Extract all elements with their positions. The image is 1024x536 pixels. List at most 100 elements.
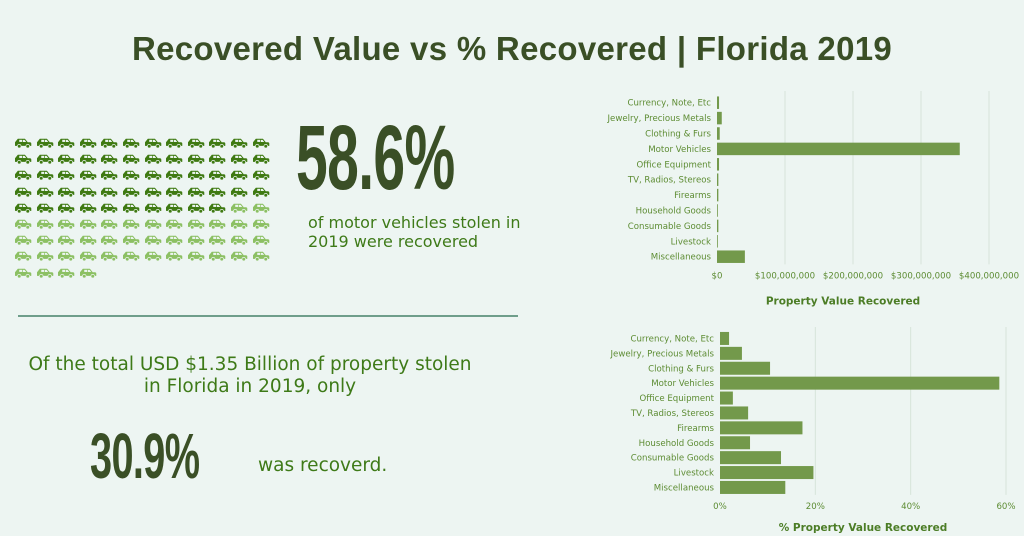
car-icon bbox=[144, 187, 161, 197]
car-icon bbox=[36, 154, 53, 165]
car-icon bbox=[15, 138, 32, 149]
category-label: Consumable Goods bbox=[628, 222, 712, 232]
category-label: Livestock bbox=[671, 237, 711, 247]
car-icon bbox=[58, 235, 75, 246]
bar bbox=[717, 111, 722, 125]
car-icon bbox=[101, 252, 118, 262]
section-divider bbox=[18, 315, 518, 317]
x-tick-label: $300,000,000 bbox=[891, 271, 951, 281]
car-icon bbox=[101, 171, 118, 181]
value-recovered-chart: $0 $100,000,000 $200,000,000 $300,000,000 $4… bbox=[607, 91, 1019, 307]
car-icon bbox=[36, 203, 53, 214]
car-icon bbox=[209, 171, 226, 181]
car-icon bbox=[58, 219, 75, 230]
car-icon bbox=[79, 187, 97, 197]
car-icon bbox=[230, 252, 248, 262]
car-icon bbox=[79, 171, 97, 181]
x-tick-label: $0 bbox=[712, 271, 723, 281]
car-icon bbox=[79, 252, 97, 262]
category-label: Motor Vehicles bbox=[648, 145, 711, 155]
car-icon bbox=[252, 154, 269, 165]
car-icon bbox=[15, 171, 32, 181]
car-icon bbox=[144, 219, 161, 230]
car-icon bbox=[230, 203, 248, 214]
car-icon bbox=[252, 203, 269, 214]
car-icon bbox=[166, 171, 183, 181]
percent-recovered-chart: 0% 20% 40% 60% Currency, Note, Etc Jewelry, P… bbox=[610, 327, 1016, 534]
bar bbox=[720, 421, 803, 435]
category-label: Office Equipment bbox=[637, 160, 712, 170]
car-icon bbox=[36, 138, 53, 149]
category-label: TV, Radios, Stereos bbox=[630, 409, 715, 419]
x-tick-label: 40% bbox=[901, 502, 920, 512]
bar bbox=[717, 204, 718, 217]
category-label: TV, Radios, Stereos bbox=[627, 176, 712, 186]
x-tick-label: 60% bbox=[996, 502, 1015, 512]
car-icon bbox=[36, 252, 53, 262]
car-icon bbox=[166, 154, 183, 165]
car-icon bbox=[79, 138, 97, 149]
car-icon bbox=[252, 219, 269, 230]
bar bbox=[717, 173, 719, 186]
total-stolen-text: Of the total USD $1.35 Billion of proper… bbox=[28, 354, 472, 397]
car-icon bbox=[252, 252, 269, 262]
car-icon bbox=[79, 219, 97, 230]
car-icon bbox=[209, 138, 226, 149]
car-icon bbox=[122, 235, 140, 246]
bar bbox=[720, 376, 1000, 390]
car-icon bbox=[187, 203, 205, 214]
car-icon bbox=[209, 219, 226, 230]
car-icon bbox=[58, 187, 75, 197]
car-icon bbox=[79, 203, 97, 214]
car-icon bbox=[187, 171, 205, 181]
car-icon bbox=[101, 203, 118, 214]
x-tick-label: $200,000,000 bbox=[823, 271, 883, 281]
bar bbox=[720, 436, 751, 450]
car-icon bbox=[230, 235, 248, 246]
category-label: Jewelry, Precious Metals bbox=[610, 349, 715, 359]
car-icon bbox=[252, 235, 269, 246]
car-icon bbox=[166, 219, 183, 230]
category-label: Miscellaneous bbox=[654, 483, 715, 493]
car-icon bbox=[79, 154, 97, 165]
car-icon bbox=[166, 138, 183, 149]
car-icon bbox=[58, 138, 75, 149]
x-axis-label: % Property Value Recovered bbox=[779, 522, 948, 534]
x-tick-label: $100,000,000 bbox=[755, 271, 815, 281]
x-tick-label: 20% bbox=[806, 502, 825, 512]
car-pictogram bbox=[15, 137, 277, 279]
car-icon bbox=[187, 187, 205, 197]
car-icon bbox=[101, 235, 118, 246]
car-icon bbox=[122, 171, 140, 181]
car-icon bbox=[101, 154, 118, 165]
category-label: Firearms bbox=[677, 424, 714, 434]
car-icon bbox=[15, 203, 32, 214]
car-icon bbox=[187, 252, 205, 262]
bar bbox=[717, 142, 960, 156]
car-icon bbox=[58, 154, 75, 165]
car-icon bbox=[209, 154, 226, 165]
car-icon bbox=[15, 187, 32, 197]
bar bbox=[720, 480, 786, 494]
car-icon bbox=[187, 235, 205, 246]
car-icon bbox=[252, 187, 269, 197]
bar bbox=[720, 331, 730, 345]
x-tick-label: 0% bbox=[713, 502, 727, 512]
car-icon bbox=[230, 219, 248, 230]
category-label: Firearms bbox=[674, 191, 711, 201]
car-icon bbox=[252, 138, 269, 149]
car-icon bbox=[15, 252, 32, 262]
category-label: Jewelry, Precious Metals bbox=[607, 114, 712, 124]
category-label: Motor Vehicles bbox=[651, 379, 714, 389]
car-icon bbox=[15, 154, 32, 165]
bar bbox=[720, 346, 742, 360]
car-icon bbox=[230, 154, 248, 165]
car-icon bbox=[144, 138, 161, 149]
bar bbox=[717, 127, 720, 140]
car-icon bbox=[36, 268, 53, 278]
car-icon bbox=[209, 235, 226, 246]
category-label: Miscellaneous bbox=[651, 253, 712, 263]
car-icon bbox=[166, 252, 183, 262]
bar bbox=[717, 250, 745, 263]
car-icon bbox=[166, 235, 183, 246]
